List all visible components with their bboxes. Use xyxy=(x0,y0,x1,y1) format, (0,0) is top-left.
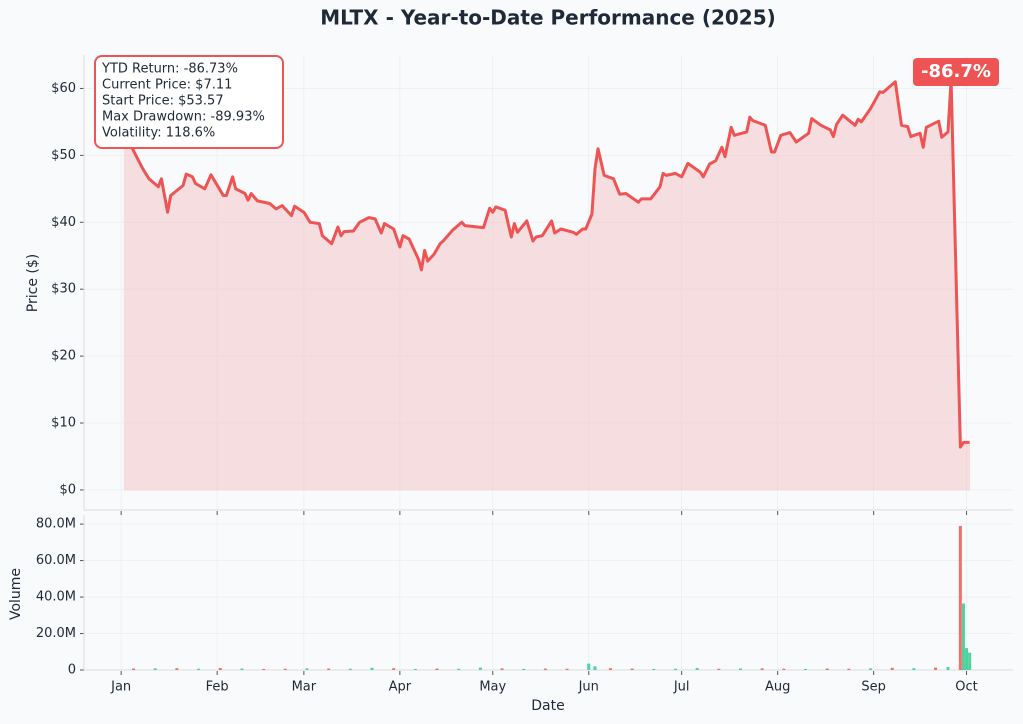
x-tick-label: Aug xyxy=(765,680,790,695)
volume-bar xyxy=(522,668,526,670)
volume-bar xyxy=(825,668,829,670)
stats-line: Volatility: 118.6% xyxy=(102,126,215,141)
volume-bar xyxy=(717,668,721,670)
volume-bar xyxy=(587,663,591,670)
volume-bar xyxy=(804,668,808,670)
stats-line: Max Drawdown: -89.93% xyxy=(102,110,265,125)
y-tick-label: $0 xyxy=(59,482,76,497)
volume-bar xyxy=(153,668,157,670)
volume-bar xyxy=(435,668,439,670)
volume-bar xyxy=(695,667,699,670)
x-tick-label: May xyxy=(479,680,506,695)
y-tick-label: $10 xyxy=(51,416,76,431)
y-tick-label: $30 xyxy=(51,282,76,297)
x-tick-label: Jul xyxy=(673,680,690,695)
volume-bar xyxy=(738,668,742,670)
stats-line: Current Price: $7.11 xyxy=(102,78,232,93)
volume-bar xyxy=(782,668,786,670)
x-tick-label: Sep xyxy=(861,680,886,695)
volume-bar xyxy=(946,667,950,670)
volume-bar xyxy=(132,668,136,670)
y-tick-label: 20.0M xyxy=(36,626,76,641)
chart-title: MLTX - Year-to-Date Performance (2025) xyxy=(320,6,776,30)
x-tick-label: Jun xyxy=(578,680,599,695)
x-tick-label: Oct xyxy=(955,680,977,695)
y-tick-label: 60.0M xyxy=(36,553,76,568)
volume-bar xyxy=(673,668,677,670)
volume-bar xyxy=(630,668,634,670)
volume-bar xyxy=(652,668,656,670)
return-badge xyxy=(913,58,999,86)
volume-bar xyxy=(543,668,547,670)
return-badge-label: -86.7% xyxy=(921,61,991,82)
volume-bar xyxy=(500,668,504,670)
x-tick-label: Feb xyxy=(206,680,229,695)
volume-bar xyxy=(262,668,266,670)
volume-bar xyxy=(890,667,894,670)
x-axis-label: Date xyxy=(531,698,564,714)
stats-box xyxy=(94,55,284,149)
volume-bar xyxy=(327,668,331,670)
price-line xyxy=(122,78,970,449)
volume-bar xyxy=(934,667,938,670)
x-tick-label: Apr xyxy=(389,680,412,695)
volume-bar xyxy=(912,668,916,670)
y-tick-label: 80.0M xyxy=(36,517,76,532)
y-tick-label: $20 xyxy=(51,349,76,364)
y-tick-label: 40.0M xyxy=(36,590,76,605)
volume-bar xyxy=(413,668,417,670)
x-tick-label: Jan xyxy=(110,680,131,695)
volume-bar xyxy=(478,667,482,670)
volume-bar xyxy=(593,666,597,670)
volume-bar xyxy=(175,668,179,670)
volume-bar xyxy=(218,667,222,670)
stats-line: YTD Return: -86.73% xyxy=(101,62,238,77)
stats-line: Start Price: $53.57 xyxy=(102,94,224,109)
volume-bar xyxy=(965,648,969,670)
y-tick-label: $60 xyxy=(51,81,76,96)
volume-bar xyxy=(565,668,569,670)
volume-bar xyxy=(961,603,965,670)
volume-bar xyxy=(457,668,461,670)
volume-bar xyxy=(608,668,612,670)
volume-bar xyxy=(305,668,309,670)
volume-bar xyxy=(958,525,962,670)
volume-bar xyxy=(760,668,764,670)
volume-bar xyxy=(968,652,972,670)
y-tick-label: 0 xyxy=(68,663,76,678)
volume-bar xyxy=(392,668,396,670)
volume-bar xyxy=(370,667,374,670)
volume-bar xyxy=(847,668,851,670)
volume-bar xyxy=(869,668,873,670)
y-tick-label: $40 xyxy=(51,215,76,230)
y-axis-label: Volume xyxy=(8,568,24,620)
y-axis-label: Price ($) xyxy=(25,254,41,312)
volume-bar xyxy=(240,668,244,670)
x-tick-label: Mar xyxy=(292,680,317,695)
volume-bar xyxy=(283,668,287,670)
volume-bar xyxy=(197,668,201,670)
volume-bar xyxy=(348,668,352,670)
y-tick-label: $50 xyxy=(51,148,76,163)
